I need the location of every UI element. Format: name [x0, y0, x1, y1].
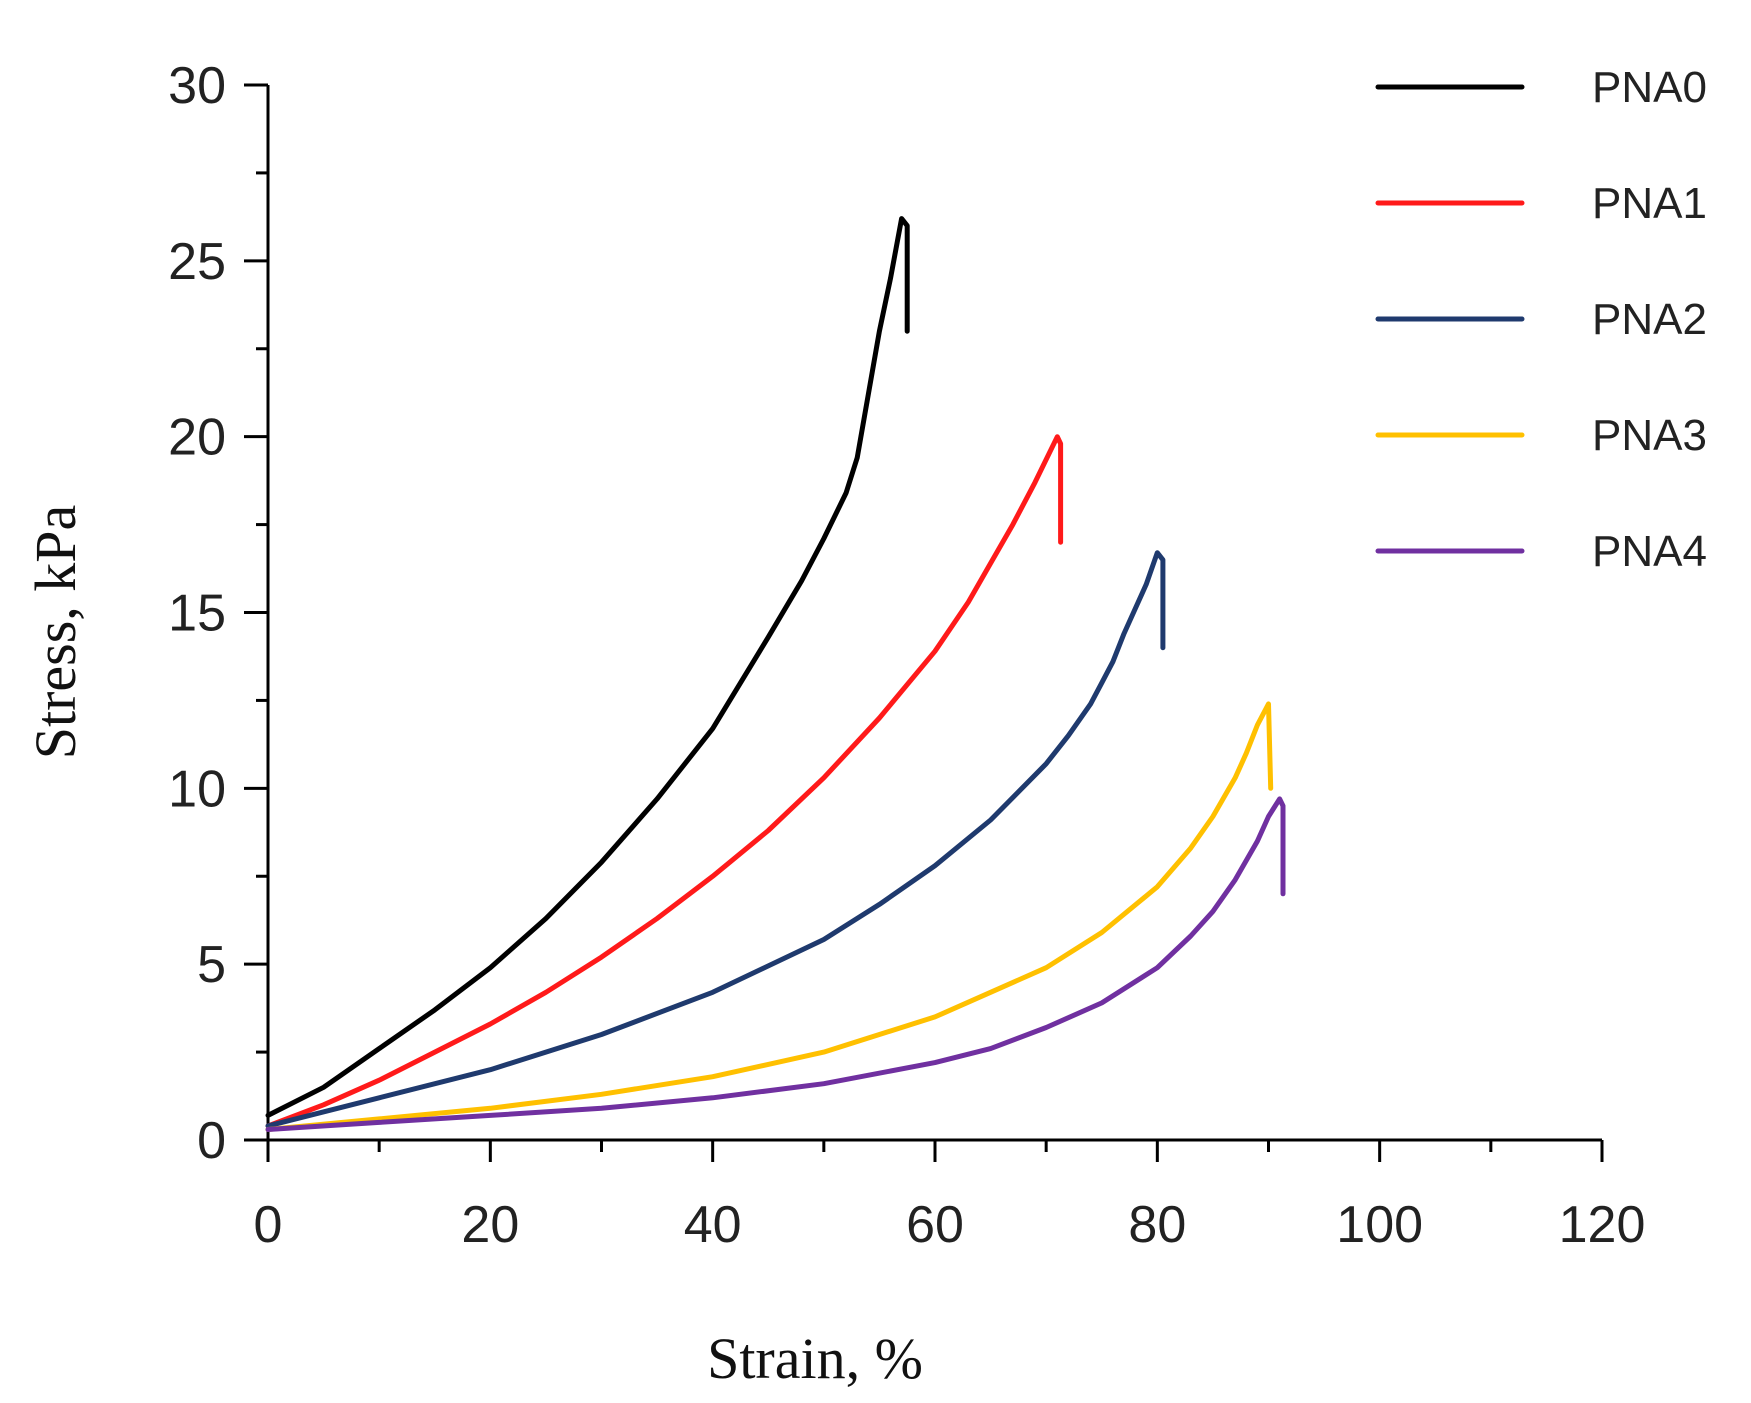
- legend-label-pna2: PNA2: [1592, 295, 1707, 344]
- y-tick-label: 25: [168, 233, 226, 291]
- x-tick-label: 80: [1128, 1196, 1186, 1254]
- plot-area: [265, 216, 1286, 1132]
- x-tick-label: 40: [684, 1196, 742, 1254]
- y-tick-label: 15: [168, 585, 226, 643]
- x-tick-label: 100: [1336, 1196, 1423, 1254]
- legend-label-pna0: PNA0: [1592, 63, 1707, 112]
- y-tick-label: 10: [168, 760, 226, 818]
- x-axis-title: Strain, %: [707, 1326, 923, 1391]
- series-line-pna4: [265, 796, 1286, 1132]
- y-axis-title: Stress, kPa: [23, 505, 88, 760]
- legend-label-pna1: PNA1: [1592, 179, 1707, 228]
- series-line-pna2: [265, 550, 1166, 1129]
- legend: PNA0 PNA1 PNA2 PNA3 PNA4: [1375, 63, 1707, 576]
- series-line-pna1: [265, 434, 1064, 1129]
- axes: 0 5 10 15 20 25 30 0 20 40 60 80 100 120: [168, 57, 1645, 1254]
- x-tick-label: 0: [254, 1196, 283, 1254]
- x-tick-label: 120: [1559, 1196, 1646, 1254]
- legend-label-pna3: PNA3: [1592, 411, 1707, 460]
- series-line-pna3: [265, 701, 1274, 1132]
- legend-label-pna4: PNA4: [1592, 527, 1707, 576]
- x-tick-label: 60: [906, 1196, 964, 1254]
- y-tick-label: 0: [197, 1112, 226, 1170]
- y-tick-label: 20: [168, 409, 226, 467]
- y-tick-label: 5: [197, 936, 226, 994]
- x-tick-label: 20: [461, 1196, 519, 1254]
- y-tick-label: 30: [168, 57, 226, 115]
- series-line-pna0: [265, 216, 910, 1118]
